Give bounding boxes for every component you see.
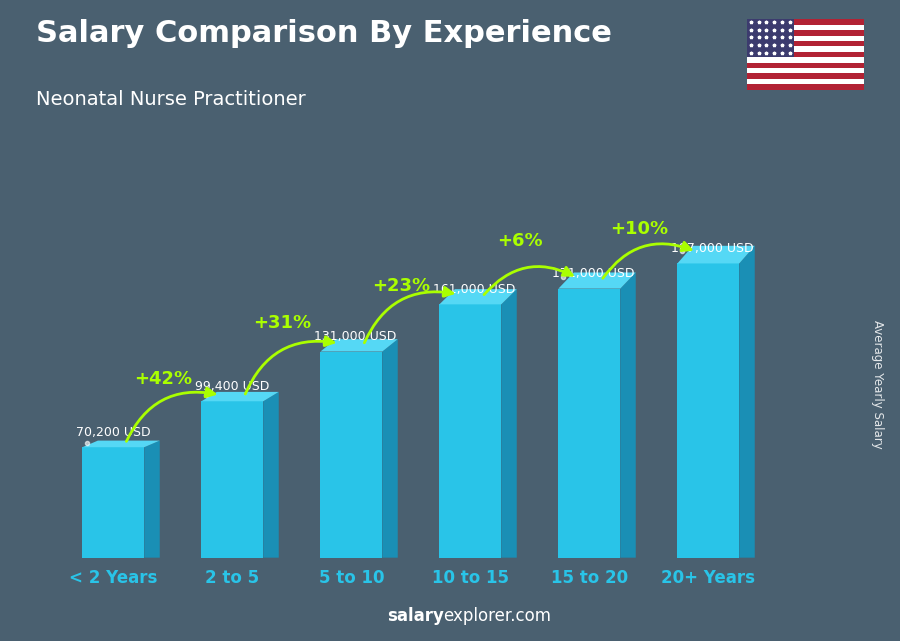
Text: salary: salary	[387, 607, 444, 625]
Text: +10%: +10%	[610, 221, 669, 238]
Bar	[747, 30, 864, 35]
Bar	[747, 52, 864, 57]
Polygon shape	[678, 246, 755, 263]
Bar	[747, 74, 864, 79]
Polygon shape	[678, 263, 739, 558]
Text: 70,200 USD: 70,200 USD	[76, 426, 151, 438]
Polygon shape	[620, 272, 635, 558]
Text: 131,000 USD: 131,000 USD	[314, 330, 397, 343]
Bar	[747, 79, 864, 85]
Bar	[747, 68, 864, 74]
Text: +42%: +42%	[134, 370, 193, 388]
Polygon shape	[202, 401, 264, 558]
Bar	[747, 41, 864, 46]
Polygon shape	[83, 447, 144, 558]
Polygon shape	[320, 351, 382, 558]
Text: Neonatal Nurse Practitioner: Neonatal Nurse Practitioner	[36, 90, 306, 109]
Text: Salary Comparison By Experience: Salary Comparison By Experience	[36, 19, 612, 48]
Bar	[747, 19, 864, 24]
Text: Average Yearly Salary: Average Yearly Salary	[871, 320, 884, 449]
Polygon shape	[144, 440, 160, 558]
Polygon shape	[558, 272, 635, 288]
Text: explorer.com: explorer.com	[443, 607, 551, 625]
Polygon shape	[382, 339, 398, 558]
Polygon shape	[202, 392, 279, 401]
Polygon shape	[83, 440, 160, 447]
Text: +31%: +31%	[253, 314, 311, 332]
Text: 171,000 USD: 171,000 USD	[553, 267, 634, 280]
Polygon shape	[320, 339, 398, 351]
Bar	[747, 46, 864, 52]
Polygon shape	[558, 288, 620, 558]
Text: +23%: +23%	[373, 277, 430, 295]
Bar	[747, 35, 864, 41]
Text: +6%: +6%	[498, 232, 543, 250]
Bar	[747, 85, 864, 90]
Polygon shape	[739, 246, 755, 558]
Text: 99,400 USD: 99,400 USD	[195, 379, 270, 393]
Text: 187,000 USD: 187,000 USD	[671, 242, 754, 254]
Bar	[747, 57, 864, 63]
Text: 161,000 USD: 161,000 USD	[434, 283, 516, 296]
Bar	[747, 19, 794, 57]
Polygon shape	[439, 289, 517, 304]
Polygon shape	[439, 304, 501, 558]
Bar	[747, 24, 864, 30]
Polygon shape	[501, 289, 517, 558]
Bar	[747, 63, 864, 68]
Polygon shape	[264, 392, 279, 558]
